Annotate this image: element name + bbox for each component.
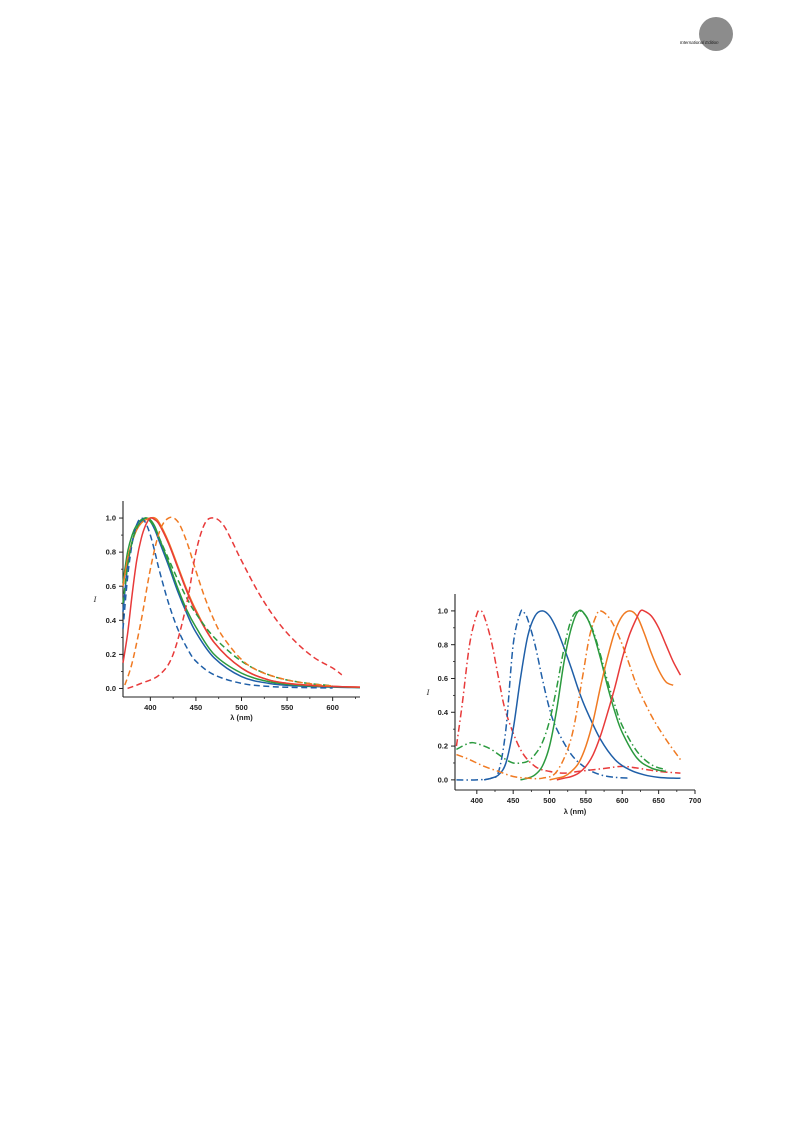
badge-text: International Edition: [680, 40, 719, 45]
series-line-7: [556, 609, 682, 781]
series-line-6: [549, 610, 674, 781]
series-line-5: [456, 609, 682, 780]
series-line-7: [127, 517, 343, 690]
y-tick-label: 0.0: [106, 684, 116, 693]
x-tick-label: 500: [543, 796, 556, 805]
x-tick-label: 650: [652, 796, 665, 805]
y-tick-label: 0.8: [106, 548, 116, 557]
x-tick-label: 450: [507, 796, 520, 805]
x-axis-title: λ (nm): [230, 713, 253, 722]
series-line-0: [122, 517, 361, 689]
chart-left: 400 450 500 550 600 0.0 0.2 0.4 0.6 0.8 1.0 λ (nm) I: [93, 501, 361, 722]
y-tick-label: 0.6: [438, 674, 448, 683]
y-axis-title: I: [93, 595, 97, 604]
series-line-0: [455, 609, 681, 774]
series-line-3: [456, 610, 667, 771]
series-line-5: [122, 517, 333, 687]
x-tick-label: 450: [190, 703, 203, 712]
y-tick-label: 0.0: [438, 775, 448, 784]
x-axis-title: λ (nm): [564, 807, 587, 816]
y-tick-label: 0.8: [438, 640, 448, 649]
y-tick-label: 0.2: [106, 650, 116, 659]
y-tick-label: 0.4: [438, 708, 449, 717]
series-line-4: [122, 517, 333, 689]
x-tick-label: 550: [580, 796, 593, 805]
y-tick-label: 1.0: [438, 606, 448, 615]
chart-right: 400 450 500 550 600 650 700 0.0 0.2 0.4 0.6 0.8 1.0 λ…: [426, 594, 702, 816]
x-tick-label: 550: [281, 703, 294, 712]
x-tick-label: 500: [235, 703, 248, 712]
y-tick-label: 0.2: [438, 742, 448, 751]
y-tick-label: 0.6: [106, 582, 116, 591]
x-tick-label: 400: [471, 796, 484, 805]
y-axis-title: I: [426, 688, 430, 697]
series-line-1: [456, 609, 630, 781]
x-tick-label: 600: [326, 703, 339, 712]
x-tick-label: 600: [616, 796, 629, 805]
x-tick-label: 400: [144, 703, 157, 712]
series-line-2: [483, 610, 681, 781]
y-tick-label: 0.4: [106, 616, 117, 625]
y-tick-label: 1.0: [106, 514, 116, 523]
series-line-4: [520, 609, 667, 781]
series-line-3: [122, 517, 361, 688]
x-tick-label: 700: [689, 796, 702, 805]
journal-badge: [699, 17, 733, 51]
series-line-6: [124, 516, 333, 687]
series-line-2: [122, 516, 361, 688]
